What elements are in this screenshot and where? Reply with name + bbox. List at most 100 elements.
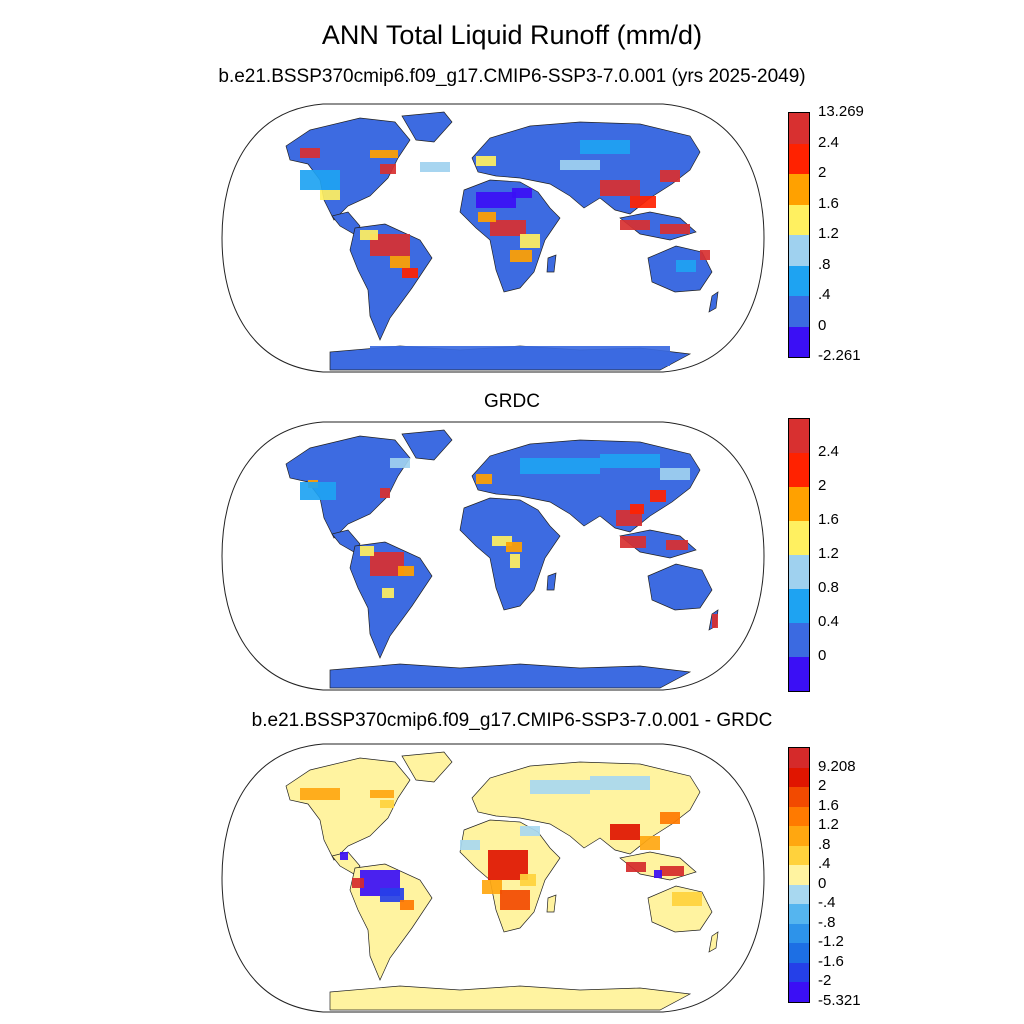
- runoff-anomaly-cell: [482, 880, 502, 894]
- colorbar-label: 0: [818, 647, 827, 664]
- colorbar-label: -.4: [818, 894, 836, 911]
- runoff-anomaly-cell: [370, 234, 410, 256]
- runoff-anomaly-cell: [520, 826, 540, 836]
- colorbar-label: .4: [818, 286, 831, 303]
- panel3-title: b.e21.BSSP370cmip6.f09_g17.CMIP6-SSP3-7.…: [251, 710, 773, 731]
- runoff-anomaly-cell: [530, 780, 590, 794]
- colorbar-segment: [789, 143, 809, 174]
- runoff-anomaly-cell: [476, 474, 492, 484]
- runoff-anomaly-cell: [300, 788, 340, 800]
- runoff-anomaly-cell: [660, 866, 684, 876]
- runoff-anomaly-cell: [400, 900, 414, 910]
- runoff-anomaly-cell: [560, 160, 600, 170]
- antarctica-region: [329, 985, 692, 1011]
- runoff-anomaly-cell: [640, 836, 660, 850]
- colorbar-label: 13.269: [818, 103, 864, 120]
- colorbar-label: -2: [818, 972, 832, 989]
- colorbar-label: 2: [818, 477, 827, 494]
- model-runoff-map: [221, 103, 765, 373]
- runoff-anomaly-cell: [420, 162, 450, 172]
- runoff-anomaly-cell: [300, 482, 336, 500]
- colorbar-label: -2.261: [818, 347, 861, 364]
- runoff-anomaly-cell: [510, 554, 520, 568]
- runoff-anomaly-cell: [398, 566, 414, 576]
- runoff-anomaly-cell: [380, 888, 404, 902]
- runoff-anomaly-cell: [352, 878, 364, 888]
- colorbar-label: .8: [818, 255, 831, 273]
- runoff-anomaly-cell: [506, 542, 522, 552]
- panel1-title: b.e21.BSSP370cmip6.f09_g17.CMIP6-SSP3-7.…: [218, 66, 806, 87]
- colorbar-segment: [789, 204, 809, 235]
- runoff-anomaly-cell: [610, 824, 640, 840]
- runoff-anomaly-cell: [360, 230, 378, 240]
- australia-region: [647, 563, 713, 611]
- main-title: ANN Total Liquid Runoff (mm/d): [321, 20, 703, 50]
- colorbar-segment: [789, 326, 809, 357]
- map-frame: [221, 421, 765, 691]
- runoff-anomaly-cell: [360, 546, 374, 556]
- north-america-region: [285, 117, 411, 221]
- greenland-region: [401, 429, 453, 461]
- difference-runoff-map: [221, 743, 765, 1013]
- runoff-anomaly-cell: [476, 192, 516, 208]
- new-zealand-region: [708, 291, 719, 313]
- continents: [285, 751, 719, 1011]
- grdc-colorbar: [788, 418, 810, 692]
- map-frame: [221, 103, 765, 373]
- colorbar-segment: [789, 884, 809, 904]
- colorbar-segment: [789, 748, 809, 768]
- colorbar-segment: [789, 657, 809, 691]
- runoff-anomaly-cell: [660, 224, 690, 234]
- colorbar-label: 0.4: [818, 613, 839, 630]
- colorbar-label: 2.4: [818, 443, 839, 460]
- north-america-region: [285, 757, 411, 861]
- colorbar-segment: [789, 453, 809, 487]
- colorbar-segment: [789, 904, 809, 924]
- colorbar-segment: [789, 235, 809, 266]
- colorbar-segment: [789, 865, 809, 885]
- colorbar-segment: [789, 623, 809, 657]
- runoff-anomaly-cell: [630, 196, 656, 208]
- colorbar-segment: [789, 767, 809, 787]
- runoff-anomaly-cell: [512, 188, 532, 198]
- greenland-region: [401, 751, 453, 783]
- runoff-anomaly-cell: [382, 588, 394, 598]
- runoff-anomaly-cell: [390, 458, 410, 468]
- colorbar-segment: [789, 521, 809, 555]
- runoff-anomaly-cell: [500, 890, 530, 910]
- colorbar-segment: [789, 113, 809, 144]
- colorbar-label: 1.6: [818, 194, 839, 212]
- colorbar-label: 1.2: [818, 225, 839, 242]
- colorbar-label: 0: [818, 316, 827, 334]
- runoff-anomaly-cell: [600, 454, 660, 468]
- madagascar-region: [546, 254, 557, 273]
- colorbar-label: .4: [818, 855, 831, 872]
- runoff-anomaly-cell: [510, 250, 532, 262]
- difference-colorbar: [788, 747, 810, 1003]
- runoff-anomaly-cell: [590, 776, 650, 790]
- runoff-anomaly-cell: [340, 852, 348, 860]
- runoff-anomaly-cell: [660, 468, 690, 480]
- colorbar-segment: [789, 296, 809, 327]
- runoff-anomaly-cell: [660, 812, 680, 824]
- runoff-anomaly-cell: [490, 220, 526, 236]
- madagascar-region: [546, 572, 557, 591]
- runoff-anomaly-cell: [660, 170, 680, 182]
- runoff-anomaly-cell: [700, 250, 710, 260]
- runoff-anomaly-cell: [520, 458, 600, 474]
- runoff-anomaly-cell: [478, 212, 496, 222]
- runoff-anomaly-cell: [320, 190, 340, 200]
- colorbar-segment: [789, 555, 809, 589]
- colorbar-segment: [789, 826, 809, 846]
- runoff-anomaly-cell: [620, 220, 650, 230]
- colorbar-label: 1.6: [818, 796, 839, 814]
- runoff-anomaly-cell: [676, 260, 696, 272]
- madagascar-region: [546, 894, 557, 913]
- colorbar-segment: [789, 982, 809, 1002]
- runoff-anomaly-cell: [520, 234, 540, 248]
- map-frame: [221, 743, 765, 1013]
- runoff-anomaly-cell: [402, 268, 418, 278]
- runoff-anomaly-cell: [370, 150, 398, 158]
- colorbar-label: -1.6: [818, 952, 844, 970]
- colorbar-segment: [789, 419, 809, 453]
